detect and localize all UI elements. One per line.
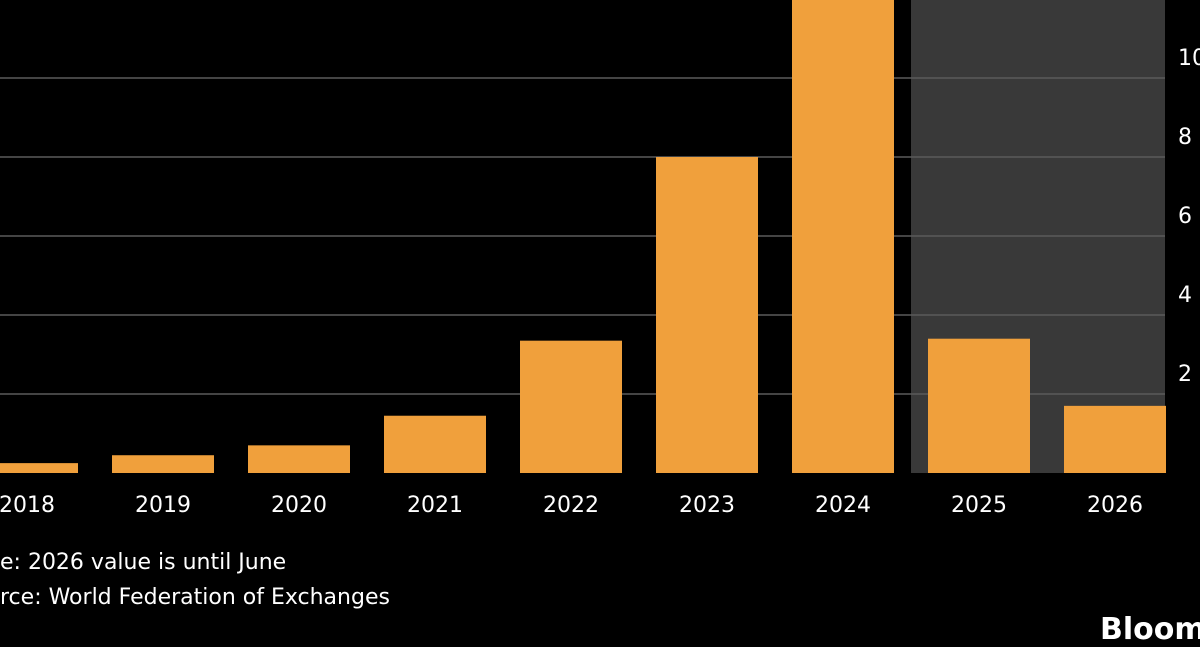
x-tick-label: 2024 [815,493,871,518]
x-tick-label: 2025 [951,493,1007,518]
bar-2023 [656,157,758,473]
x-tick-label: 2021 [407,493,463,518]
bar-2021 [384,415,486,473]
bar-2018 [0,463,78,473]
bar-2024 [792,0,894,473]
x-tick-label: 2019 [135,493,191,518]
y-tick-label: 8 [1178,125,1192,150]
y-tick-label: 10 [1178,46,1200,71]
bar-2025 [928,338,1030,473]
x-tick-label: 2023 [679,493,735,518]
bar-chart: 2018 2019 2020 2021 2022 2023 2024 2025 2026 2 4 6… [0,0,1200,518]
x-tick-label: 2022 [543,493,599,518]
y-tick-label: 4 [1178,283,1192,308]
chart-source: rce: World Federation of Exchanges [0,585,390,610]
x-axis-labels: 2018 2019 2020 2021 2022 2023 2024 2025 2026 [0,493,1143,518]
bar-layer [0,0,1166,473]
x-tick-label: 2026 [1087,493,1143,518]
y-axis-labels: 2 4 6 8 10 [1178,46,1200,387]
chart-note: e: 2026 value is until June [0,550,287,575]
y-tick-label: 6 [1178,204,1192,229]
bar-2026 [1064,405,1166,473]
y-tick-label: 2 [1178,362,1192,387]
x-tick-label: 2020 [271,493,327,518]
bar-2019 [112,455,214,473]
bar-2022 [520,340,622,473]
bar-2020 [248,445,350,473]
x-tick-label: 2018 [0,493,55,518]
